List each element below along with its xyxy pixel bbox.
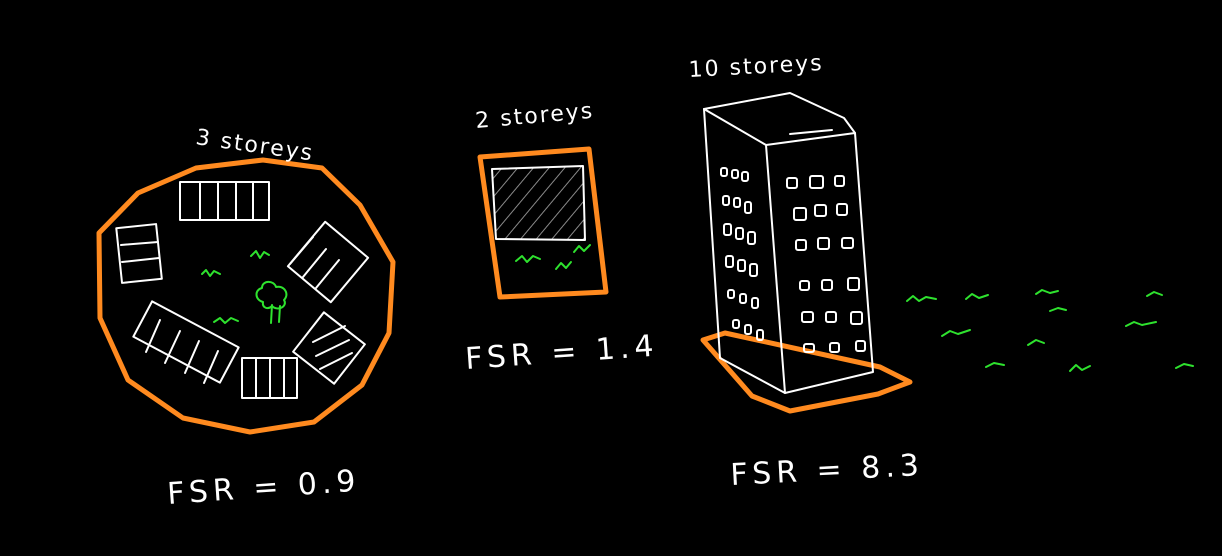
storeys-label: 10 storeys [688,51,824,83]
low-rise-ring-scheme: 3 storeys FSR = 0.9 [96,125,396,512]
fsr-value-label: FSR = 0.9 [166,464,362,512]
building-block-right [286,220,370,304]
building-block-bottom [241,357,298,399]
building-footprint [491,165,586,241]
grass-tuft [515,255,541,263]
grass-tuft [555,261,572,270]
grass-tuft [201,269,221,277]
grass-tuft [965,293,989,300]
grass-tuft [985,362,1005,368]
grass-tuft [1035,289,1059,295]
window-grid-right [786,175,866,353]
window-column-left [720,167,764,341]
tree-icon [255,280,288,324]
grass-tuft [1027,339,1045,346]
building-block-bottom-right [292,311,366,385]
grass-tuft [213,317,239,324]
storeys-label: 2 storeys [474,99,595,134]
grass-field [906,289,1194,372]
tower-building [703,92,874,394]
building-block-bottom-left [132,300,240,384]
grass-tuft [1175,363,1194,369]
grass-tuft [1069,364,1091,372]
grass-tuft [250,250,270,259]
site-boundary-outline [700,330,913,414]
grass-tuft [941,329,971,337]
grass-tuft [573,244,591,253]
building-block-left [115,223,163,284]
grass-tuft [1125,321,1157,327]
grass-tuft [1146,291,1163,297]
compact-block-scheme: 2 storeys FSR = 1.4 [464,99,660,377]
site-boundary-outline [96,157,396,435]
building-block-top [179,181,270,221]
site-boundary-outline [477,146,609,300]
grass-tuft [1049,307,1067,312]
fsr-value-label: FSR = 1.4 [464,329,660,377]
tower-scheme: 10 storeys FSR = 8.3 [688,51,1194,493]
grass-tuft [906,295,937,302]
fsr-value-label: FSR = 8.3 [730,448,925,493]
